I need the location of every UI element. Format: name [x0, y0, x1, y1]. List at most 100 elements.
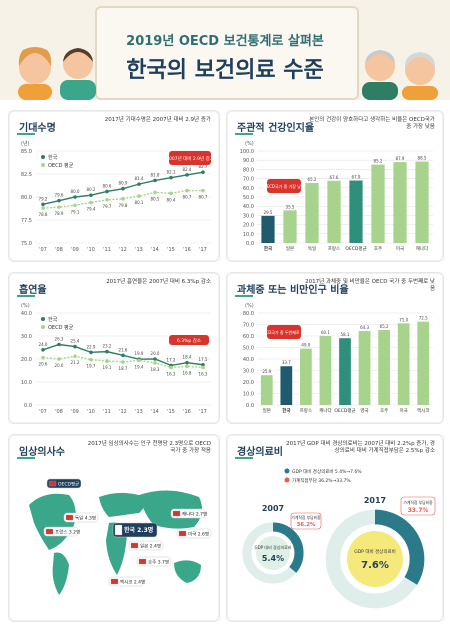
country-label: 호주 3.7명: [148, 559, 169, 566]
y-tick-label: 10.0: [243, 232, 254, 238]
title-underline: [235, 133, 253, 135]
data-point: [89, 193, 93, 197]
title-underline: [17, 133, 35, 135]
data-label: 65.2: [308, 177, 317, 182]
callout-box: [169, 335, 209, 345]
data-label: 35.5: [286, 204, 295, 209]
bar: [393, 162, 407, 243]
y-tick-label: 50.0: [243, 346, 254, 352]
header-title: 한국의 보건의료 수준: [126, 58, 324, 83]
data-label: 79.7: [103, 204, 112, 209]
x-tick-label: 한국: [264, 245, 272, 252]
data-point: [185, 173, 189, 177]
legend-label: 한국: [48, 155, 58, 161]
flag-icon: [172, 510, 181, 517]
shirt-icon: [402, 86, 438, 100]
data-point: [41, 206, 45, 210]
legend-marker: [284, 468, 290, 474]
flag-icon: [110, 578, 119, 585]
x-tick-label: '09: [71, 247, 79, 253]
x-tick-label: 미국: [400, 407, 408, 414]
x-tick-label: 캐나다: [416, 245, 429, 252]
bar: [305, 183, 319, 243]
y-axis-unit: (%): [245, 141, 254, 147]
y-tick-label: 50.0: [243, 195, 254, 201]
flag-icon: [138, 558, 147, 565]
card-note: 2017년 과체중 및 비만율은 OECD 국가 중 두번째로 낮음: [305, 279, 435, 292]
continent-shape: [52, 552, 69, 595]
card-title: 기대수명: [19, 123, 56, 134]
data-label: 25.4: [71, 339, 80, 344]
callout-text: OECD국가 중 가장 낮음: [263, 183, 304, 189]
data-label: 88.5: [418, 156, 427, 161]
data-point: [169, 175, 173, 180]
card-title: 과체중 또는 비만인구 비율: [237, 285, 349, 296]
data-label: 78.8: [39, 212, 48, 217]
data-label: 26.3: [55, 337, 64, 342]
y-tick-label: 60.0: [243, 334, 254, 340]
data-label: 64.3: [360, 325, 369, 330]
card-title: 임상의사수: [19, 447, 65, 458]
legend-label: OECD 평균: [48, 162, 74, 169]
data-label: 18.7: [119, 366, 128, 371]
donut-center-label: GDP 대비 경상의료비: [354, 548, 396, 555]
continent-shape: [99, 492, 144, 517]
data-label: 79.8: [119, 203, 128, 208]
legend-label: OECD 평균: [48, 324, 74, 331]
x-tick-label: 영국: [360, 407, 368, 414]
y-tick-label: 0.0: [246, 241, 254, 247]
y-tick-label: 30.0: [243, 369, 254, 375]
country-label: 캐나다 2.7명: [182, 511, 207, 518]
data-point: [89, 350, 93, 355]
donut-center: [256, 536, 290, 570]
smoking-chart: (%) 0.0 10.0 20.0 30.0 40.0 '07 '08 '09 '10 '11 '12…: [21, 303, 211, 415]
data-point: [41, 348, 45, 352]
title-underline: [235, 295, 253, 297]
person-icon: [19, 52, 51, 84]
x-tick-label: '12: [119, 409, 127, 415]
data-point: [41, 202, 45, 207]
x-tick-label: 일본: [286, 245, 294, 252]
data-label: 80.9: [119, 181, 128, 186]
data-label: 79.4: [87, 207, 96, 212]
household-value: 33.7%: [408, 507, 429, 514]
x-tick-label: OECD평균: [334, 407, 355, 414]
data-point: [89, 200, 93, 205]
callout-text: 6.3%p 감소: [177, 337, 201, 344]
data-label: 80.5: [151, 196, 160, 201]
data-label: 79.2: [39, 196, 48, 201]
data-label: 85.2: [374, 159, 383, 164]
person-icon: [63, 49, 93, 79]
y-tick-label: 77.5: [21, 218, 32, 224]
data-label: 67.9: [352, 175, 361, 180]
hair-icon: [365, 50, 395, 64]
self-health-chart: (%) 0.0 10.0 20.0 30.0 40.0 50.0 60.0 70.0 80.0 90…: [240, 141, 433, 252]
x-tick-label: 멕시코: [417, 407, 429, 414]
person-icon: [365, 51, 395, 81]
data-point: [121, 197, 125, 201]
data-label: 60.1: [321, 330, 330, 335]
data-point: [137, 182, 141, 186]
donut-center-value: 5.4%: [262, 554, 284, 563]
x-tick-label: '10: [87, 247, 95, 253]
x-tick-label: '16: [183, 409, 191, 415]
bar: [327, 180, 341, 243]
shirt-icon: [362, 82, 398, 100]
data-point: [57, 357, 61, 361]
card-title: 주관적 건강인지율: [237, 123, 315, 134]
country-label: 멕시코 2.4명: [120, 579, 145, 586]
flag-icon: [178, 530, 187, 537]
bar: [300, 348, 312, 405]
data-label: 17.2: [167, 357, 176, 362]
flag-icon: [48, 480, 57, 487]
continent-shape: [174, 560, 201, 583]
data-point: [201, 365, 205, 370]
x-tick-label: 호주: [374, 246, 382, 252]
legend-label: 한국: [48, 317, 58, 323]
bar: [397, 323, 410, 405]
data-label: 16.8: [183, 370, 192, 375]
title-underline: [17, 295, 35, 297]
clipboard-graphic: [95, 6, 359, 100]
callout-text: OECD국가 중 두번째로 낮음: [260, 329, 309, 335]
